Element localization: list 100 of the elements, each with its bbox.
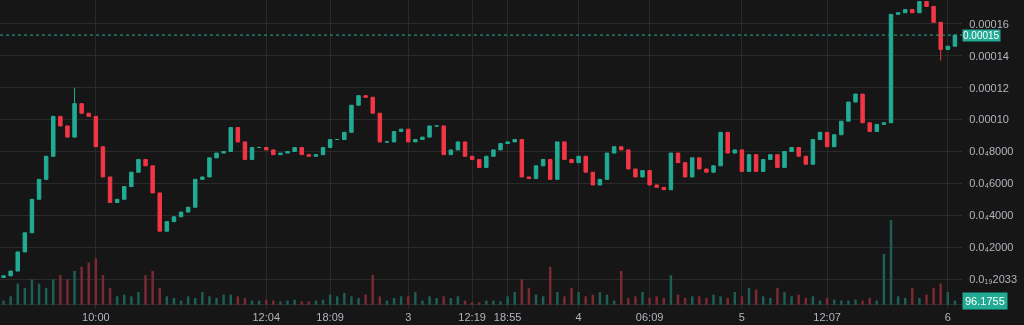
candlestick [107,176,113,203]
candlestick [72,87,77,138]
bar [506,296,509,305]
bar [705,297,708,305]
candlestick [540,158,546,167]
candlestick [555,141,560,180]
bar [201,292,204,305]
candlestick [604,152,610,180]
candlestick [860,93,865,124]
bar [80,266,83,305]
candlestick [164,221,170,232]
bar [627,297,630,305]
candlestick [853,93,858,103]
y-tick-label: 0.0₄8000 [969,145,1014,158]
x-tick-label: 10:00 [82,311,110,323]
candlestick [782,150,787,168]
candlestick [760,158,766,172]
candlestick [150,165,155,194]
ref-line-label: 0.00015 [963,30,1000,41]
bar [918,297,921,305]
candlestick [718,131,723,167]
candlestick [917,1,922,14]
candlestick [413,139,418,143]
candlestick [895,12,901,15]
candlestick [476,158,482,168]
candlestick [867,122,872,133]
candlestick [363,95,368,98]
candlestick [51,115,56,157]
bar [868,297,871,305]
candlestick [420,136,425,141]
candlestick [618,146,624,151]
candlestick [448,149,454,156]
candlestick [753,154,759,172]
candlestick [910,9,915,14]
candlestick [271,149,276,156]
candlestick [633,168,638,178]
candlestick [398,128,404,133]
candlestick [654,184,659,188]
bar [73,270,76,305]
candlestick [342,131,347,141]
candlestick [349,104,354,133]
candlestick [129,171,134,188]
candlestick [8,270,13,277]
x-tick-label: 12:04 [252,311,281,323]
x-tick-label: 4 [575,311,582,323]
candlestick [732,149,738,154]
candlestick [789,146,794,152]
candlestick [313,154,319,157]
candlestick [945,45,951,50]
candlestick [200,176,205,180]
x-tick-label: 6 [944,311,951,323]
candlestick [924,1,929,7]
bar [428,296,431,305]
candlestick [626,149,631,170]
candlestick [768,154,773,160]
candlestick [881,122,887,125]
bar [641,292,644,305]
bar [66,279,69,305]
candlestick [143,158,148,167]
candlestick [668,152,674,191]
candlestick [569,158,574,164]
candlestick [15,251,20,272]
bar [59,275,62,305]
bar [2,300,5,305]
candlestick [228,127,233,152]
candlestick [526,176,532,180]
y-tick-label: 0.0₄4000 [969,209,1014,222]
x-tick-label: 12:07 [813,311,841,323]
bar [790,296,793,305]
bar [634,296,637,305]
y-tick-label: 0.0₄2000 [969,240,1014,253]
bar [470,302,474,305]
bar [421,300,424,305]
candlestick [682,162,688,178]
candlestick [100,146,106,178]
candlestick [292,146,297,152]
candlestick [391,131,397,143]
candlestick [370,96,375,114]
candlestick [796,146,801,157]
candlestick [214,152,219,159]
bar [151,270,154,305]
candlestick [931,5,936,23]
x-tick-label: 06:09 [635,311,664,323]
candlestick [306,154,312,157]
candlestick [775,154,780,168]
bar [769,297,772,305]
candlestick [86,112,91,117]
bar [911,287,914,305]
bar [655,296,658,305]
bar [847,300,850,305]
candlestick [455,141,461,151]
text: 96.1755 [965,295,1005,307]
y-tick-label: 0.00014 [969,49,1009,62]
bar [442,296,445,305]
bar [513,292,516,305]
candlestick [242,141,248,160]
bar [357,297,360,305]
bar [222,294,225,305]
bar [719,296,722,305]
candlestick [484,155,489,168]
